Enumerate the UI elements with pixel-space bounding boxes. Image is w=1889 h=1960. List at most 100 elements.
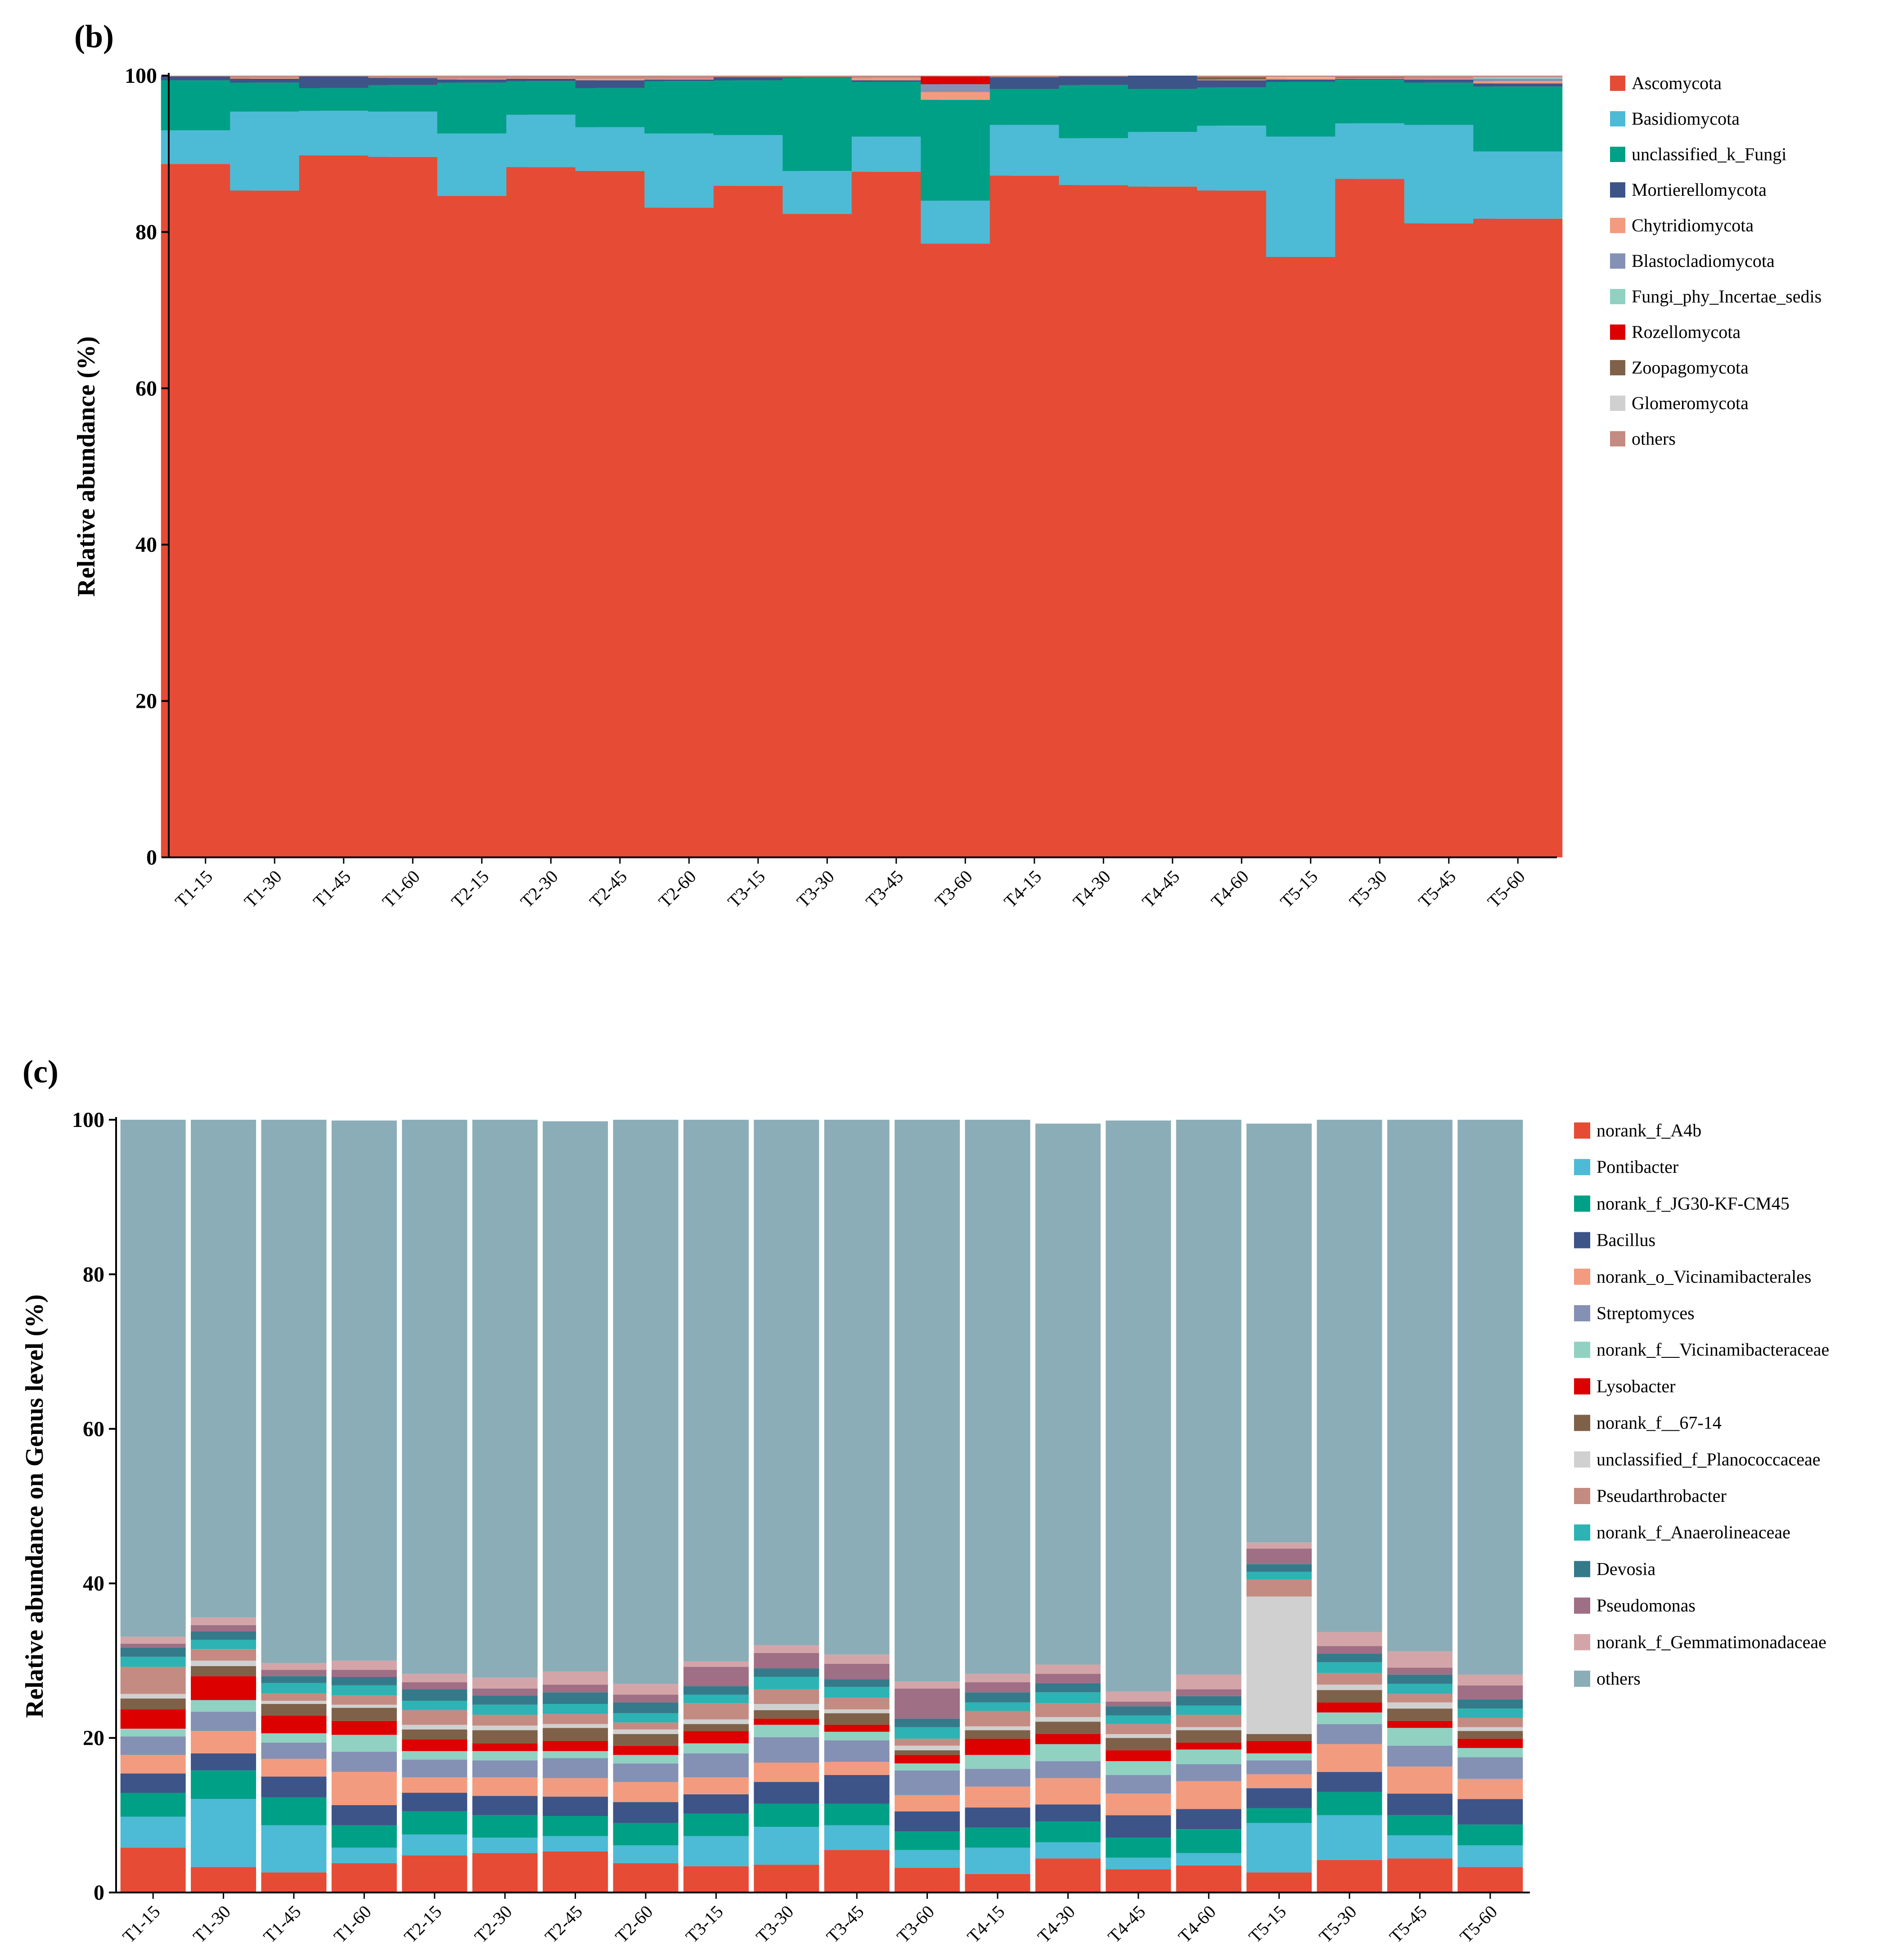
- bar-segment: [1335, 77, 1425, 78]
- bar-segment: [754, 1782, 819, 1804]
- bar-segment: [1387, 1745, 1453, 1767]
- bar-segment: [824, 1713, 890, 1725]
- bar-segment: [1317, 1792, 1382, 1816]
- bar-segment: [754, 1645, 819, 1653]
- bar-segment: [754, 1737, 819, 1763]
- bar-segment: [575, 78, 665, 81]
- bar-segment: [895, 1795, 960, 1811]
- legend-label: Glomeromycota: [1632, 393, 1749, 413]
- bar-segment: [331, 1685, 397, 1696]
- bar-segment: [1246, 1760, 1312, 1775]
- bar-segment: [1106, 1869, 1171, 1892]
- legend-label: Streptomyces: [1597, 1303, 1695, 1323]
- bar-segment: [1317, 1673, 1382, 1685]
- bar-segment: [191, 1640, 256, 1649]
- bar-segment: [1106, 1691, 1171, 1702]
- legend-swatch: [1610, 76, 1625, 91]
- bar-segment: [683, 1836, 749, 1866]
- bar-segment: [754, 1653, 819, 1669]
- x-tick-label: T1-30: [240, 866, 286, 912]
- bar-segment: [1035, 1703, 1101, 1717]
- bar-segment: [472, 1777, 538, 1796]
- bar-segment: [824, 1687, 890, 1698]
- bar-segment: [1387, 1721, 1453, 1728]
- bar-segment: [613, 1120, 679, 1684]
- x-tick-label: T2-15: [447, 866, 493, 912]
- bar-segment: [331, 1704, 397, 1708]
- legend-swatch: [1574, 1561, 1590, 1577]
- bar-segment: [783, 77, 872, 78]
- bar-segment: [1197, 80, 1286, 88]
- bar-segment: [331, 1721, 397, 1735]
- bar-segment: [191, 1631, 256, 1640]
- bar-segment: [1317, 1632, 1382, 1646]
- bar-segment: [331, 1863, 397, 1892]
- bar-segment: [895, 1681, 960, 1689]
- bar-segment: [1197, 79, 1286, 81]
- x-tick-label: T4-30: [1034, 1901, 1079, 1947]
- bar-segment: [543, 1836, 608, 1852]
- bar-segment: [965, 1711, 1030, 1726]
- bar-segment: [191, 1867, 256, 1892]
- bar-segment: [1317, 1772, 1382, 1792]
- bar-segment: [230, 78, 319, 83]
- bar-segment: [543, 1728, 608, 1741]
- bar-segment: [437, 78, 526, 80]
- x-tick-label: T5-15: [1245, 1901, 1290, 1947]
- bar-segment: [1035, 1842, 1101, 1859]
- legend-label: norank_f_JG30-KF-CM45: [1597, 1193, 1790, 1213]
- legend-swatch: [1574, 1671, 1590, 1687]
- bar-segment: [754, 1762, 819, 1782]
- bar-segment: [543, 1816, 608, 1836]
- y-tick-label: 20: [135, 689, 157, 713]
- bar-segment: [120, 1120, 186, 1637]
- x-tick-label: T3-30: [752, 1901, 797, 1947]
- x-tick-label: T4-60: [1174, 1901, 1220, 1947]
- bar-segment: [191, 1770, 256, 1799]
- bar-segment: [1266, 78, 1355, 80]
- bar-segment: [683, 1724, 749, 1731]
- bar-segment: [1266, 77, 1355, 78]
- x-tick-label: T3-60: [893, 1901, 938, 1947]
- bar-segment: [1457, 1824, 1523, 1846]
- bar-segment: [368, 76, 458, 78]
- bar-segment: [1106, 1793, 1171, 1816]
- bar-segment: [1246, 1788, 1312, 1808]
- bar-segment: [261, 1758, 327, 1777]
- legend-label: Ascomycota: [1632, 73, 1722, 93]
- bar-segment: [754, 1803, 819, 1827]
- bar-segment: [895, 1739, 960, 1746]
- bar-segment: [331, 1708, 397, 1721]
- bar-segment: [331, 1805, 397, 1825]
- bar-segment: [506, 78, 596, 79]
- bar-segment: [965, 1692, 1030, 1703]
- bar-segment: [1176, 1742, 1241, 1750]
- bar-segment: [261, 1733, 327, 1743]
- legend-label: Lysobacter: [1597, 1376, 1676, 1396]
- x-tick-label: T3-30: [793, 866, 838, 912]
- bar-segment: [644, 79, 734, 81]
- y-tick-label: 80: [83, 1262, 104, 1286]
- legend-label: norank_f_A4b: [1597, 1120, 1701, 1140]
- x-tick-label: T1-60: [330, 1901, 375, 1947]
- legend-label: Blastocladiomycota: [1632, 251, 1775, 271]
- bar-segment: [1035, 1674, 1101, 1683]
- bar-segment: [1246, 1872, 1312, 1892]
- legend-swatch: [1574, 1597, 1590, 1614]
- bar-segment: [754, 1710, 819, 1719]
- y-tick-label: 100: [72, 1108, 104, 1132]
- bar-segment: [191, 1649, 256, 1661]
- bar-segment: [1317, 1702, 1382, 1712]
- legend-label: Fungi_phy_Incertae_sedis: [1632, 286, 1822, 306]
- bar-segment: [331, 1670, 397, 1677]
- bar-segment: [120, 1699, 186, 1710]
- bar-segment: [1457, 1717, 1523, 1727]
- bar-segment: [331, 1772, 397, 1805]
- bar-segment: [1176, 1781, 1241, 1809]
- bar-segment: [1035, 1692, 1101, 1703]
- bar-segment: [613, 1802, 679, 1823]
- bar-segment: [261, 1776, 327, 1798]
- x-tick-label: T4-30: [1069, 866, 1115, 912]
- legend-label: norank_f_Anaerolineaceae: [1597, 1522, 1790, 1542]
- bar-segment: [543, 1724, 608, 1728]
